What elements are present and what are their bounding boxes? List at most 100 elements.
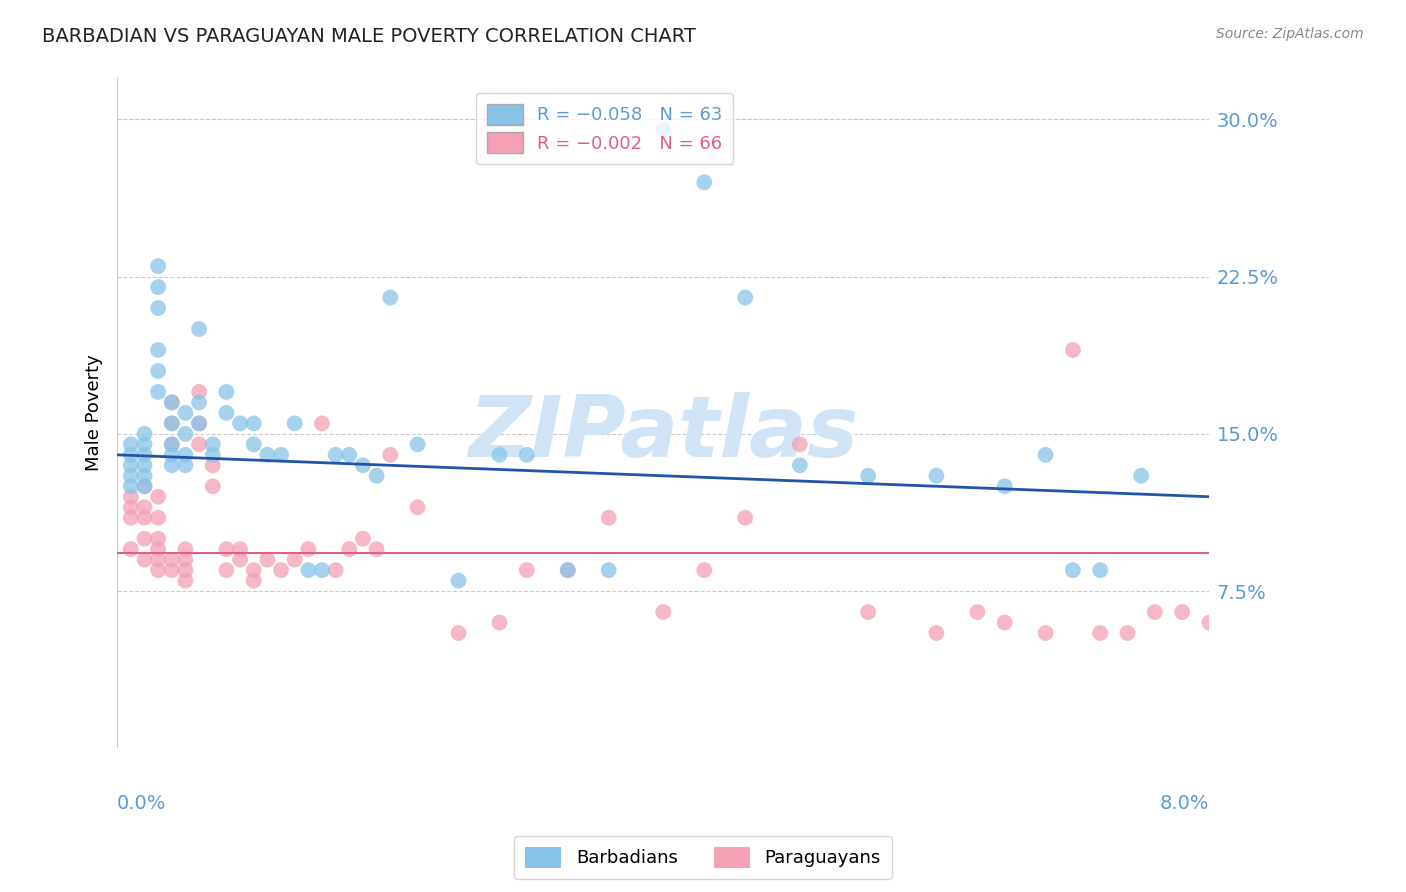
Point bbox=[188, 417, 211, 431]
Point bbox=[146, 552, 169, 566]
Point bbox=[146, 542, 169, 557]
Point bbox=[380, 291, 402, 305]
Point bbox=[652, 123, 675, 137]
Point bbox=[174, 406, 197, 420]
Point bbox=[160, 437, 183, 451]
Point bbox=[598, 510, 620, 524]
Point bbox=[120, 468, 142, 483]
Point bbox=[242, 417, 264, 431]
Point bbox=[1090, 626, 1112, 640]
Point bbox=[174, 458, 197, 473]
Legend: R = −0.058   N = 63, R = −0.002   N = 66: R = −0.058 N = 63, R = −0.002 N = 66 bbox=[475, 93, 734, 164]
Point bbox=[120, 448, 142, 462]
Point bbox=[270, 448, 292, 462]
Point bbox=[174, 448, 197, 462]
Point bbox=[120, 500, 142, 515]
Point bbox=[856, 605, 879, 619]
Point bbox=[188, 437, 211, 451]
Point bbox=[146, 343, 169, 357]
Point bbox=[1171, 605, 1194, 619]
Point bbox=[406, 437, 429, 451]
Point bbox=[215, 563, 238, 577]
Point bbox=[201, 437, 224, 451]
Point bbox=[284, 552, 307, 566]
Point bbox=[146, 490, 169, 504]
Point bbox=[734, 291, 756, 305]
Point bbox=[160, 458, 183, 473]
Point bbox=[966, 605, 988, 619]
Point bbox=[146, 364, 169, 378]
Point bbox=[146, 259, 169, 273]
Legend: Barbadians, Paraguayans: Barbadians, Paraguayans bbox=[515, 836, 891, 879]
Point bbox=[160, 448, 183, 462]
Point bbox=[447, 574, 470, 588]
Point bbox=[270, 563, 292, 577]
Point bbox=[325, 563, 347, 577]
Point bbox=[488, 448, 510, 462]
Point bbox=[229, 552, 252, 566]
Point bbox=[242, 563, 264, 577]
Point bbox=[994, 615, 1017, 630]
Point bbox=[789, 437, 811, 451]
Point bbox=[146, 301, 169, 315]
Point bbox=[1143, 605, 1166, 619]
Point bbox=[120, 510, 142, 524]
Point bbox=[1130, 468, 1153, 483]
Point bbox=[1116, 626, 1139, 640]
Point bbox=[160, 552, 183, 566]
Point bbox=[557, 563, 579, 577]
Point bbox=[120, 437, 142, 451]
Point bbox=[652, 605, 675, 619]
Point bbox=[516, 563, 538, 577]
Point bbox=[516, 448, 538, 462]
Point bbox=[693, 563, 716, 577]
Point bbox=[134, 552, 156, 566]
Point bbox=[557, 563, 579, 577]
Point bbox=[352, 532, 374, 546]
Point bbox=[174, 552, 197, 566]
Point bbox=[1090, 563, 1112, 577]
Point bbox=[1198, 615, 1220, 630]
Point bbox=[174, 542, 197, 557]
Point bbox=[160, 437, 183, 451]
Point bbox=[188, 417, 211, 431]
Point bbox=[160, 395, 183, 409]
Point bbox=[134, 468, 156, 483]
Point bbox=[284, 417, 307, 431]
Point bbox=[174, 563, 197, 577]
Point bbox=[256, 448, 278, 462]
Point bbox=[1062, 343, 1084, 357]
Point bbox=[734, 510, 756, 524]
Text: 8.0%: 8.0% bbox=[1160, 795, 1209, 814]
Point bbox=[488, 615, 510, 630]
Point bbox=[146, 563, 169, 577]
Point bbox=[134, 479, 156, 493]
Point bbox=[146, 510, 169, 524]
Point bbox=[366, 468, 388, 483]
Point bbox=[160, 563, 183, 577]
Point bbox=[242, 574, 264, 588]
Text: 0.0%: 0.0% bbox=[117, 795, 166, 814]
Point bbox=[229, 417, 252, 431]
Point bbox=[242, 437, 264, 451]
Point bbox=[789, 458, 811, 473]
Point bbox=[352, 458, 374, 473]
Point bbox=[406, 500, 429, 515]
Text: BARBADIAN VS PARAGUAYAN MALE POVERTY CORRELATION CHART: BARBADIAN VS PARAGUAYAN MALE POVERTY COR… bbox=[42, 27, 696, 45]
Point bbox=[188, 395, 211, 409]
Point bbox=[380, 448, 402, 462]
Point bbox=[160, 417, 183, 431]
Point bbox=[1035, 448, 1057, 462]
Point bbox=[215, 406, 238, 420]
Point bbox=[134, 437, 156, 451]
Point bbox=[447, 626, 470, 640]
Point bbox=[134, 510, 156, 524]
Point bbox=[160, 395, 183, 409]
Point bbox=[201, 448, 224, 462]
Point bbox=[311, 563, 333, 577]
Point bbox=[325, 448, 347, 462]
Point bbox=[188, 322, 211, 336]
Point bbox=[120, 542, 142, 557]
Point bbox=[120, 490, 142, 504]
Point bbox=[120, 479, 142, 493]
